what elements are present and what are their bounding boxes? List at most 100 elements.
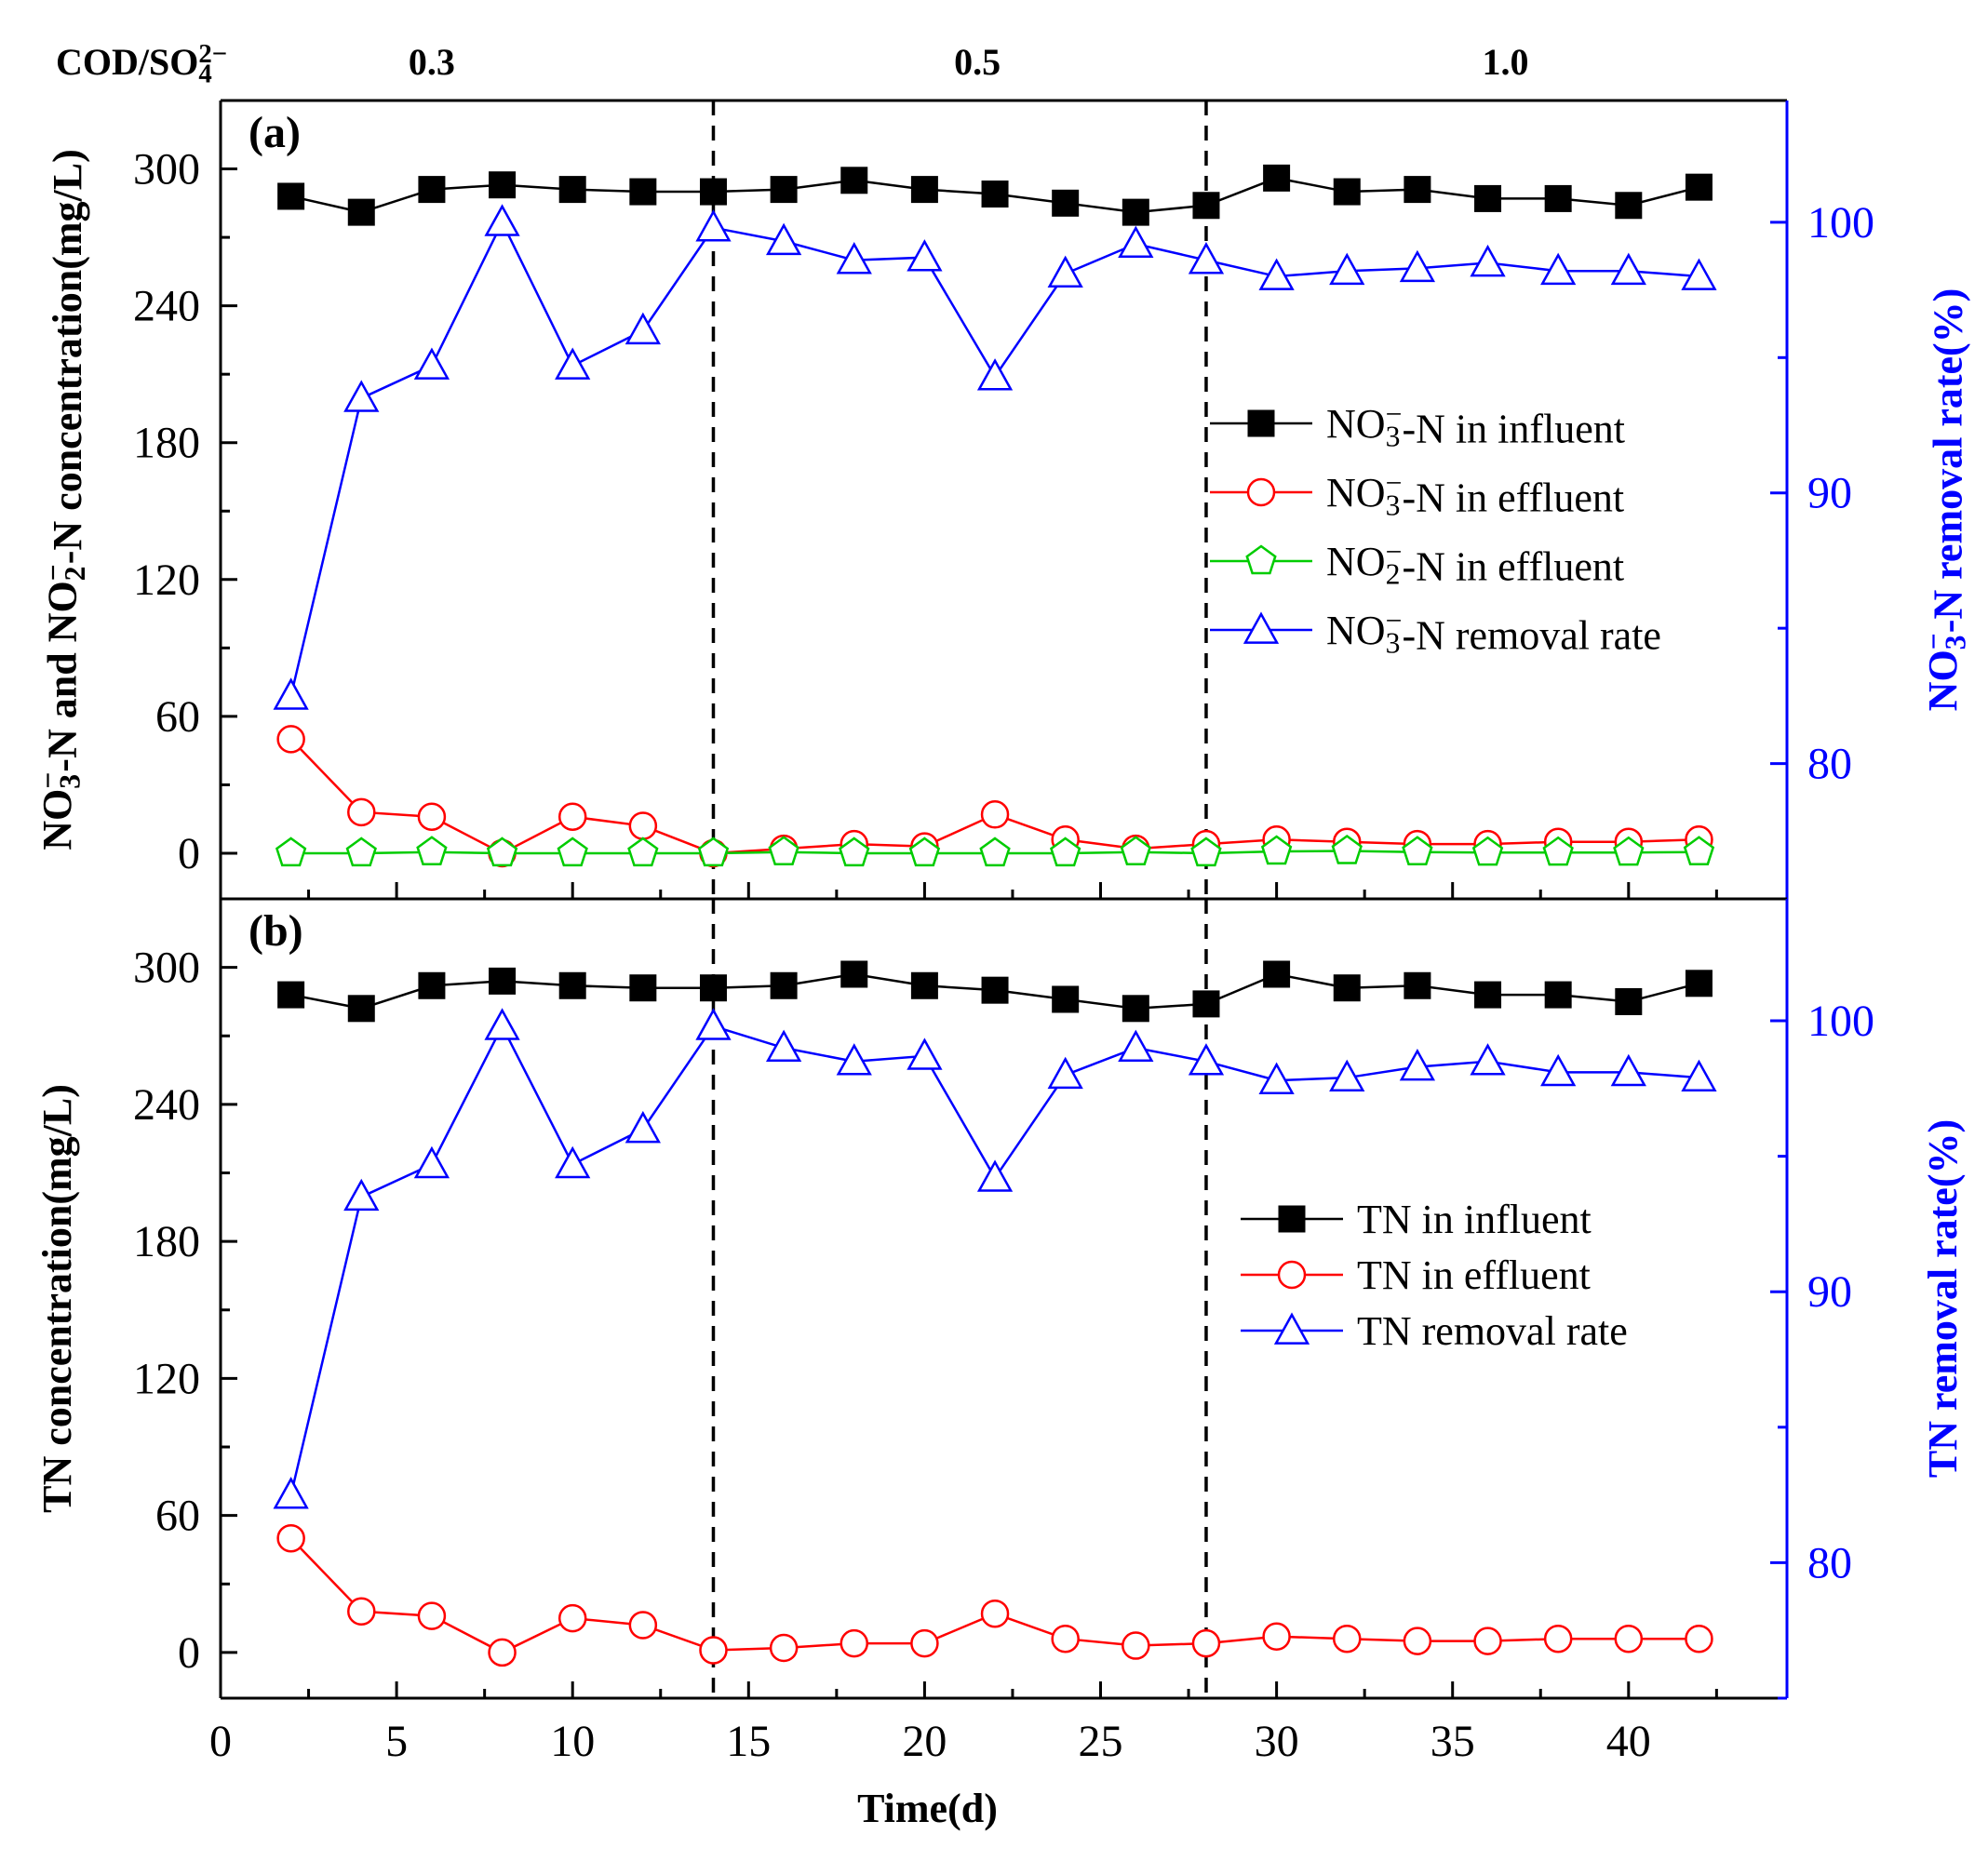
y2-axis-title-part: NO [1920,649,1966,711]
y-tick-label: 60 [155,1492,200,1541]
data-point [1122,995,1149,1023]
data-point [418,971,446,999]
data-point [1118,225,1154,258]
x-tick-label: 30 [1255,1717,1299,1766]
data-point [417,802,447,831]
x-axis-title: Time(d) [857,1786,998,1831]
data-point [1329,1059,1365,1092]
data-point [840,167,868,194]
legend-marker [1247,409,1275,437]
y2-axis-title-part: TN removal rate(%) [1920,1119,1966,1478]
data-point [1188,1043,1225,1076]
y-axis-title: NO3−-N and NO2−-N concentration(mg/L) [32,149,91,850]
data-point [980,800,1010,829]
series-2 [273,1008,1717,1509]
legend-label: TN in effluent [1357,1252,1591,1298]
data-point [1329,252,1365,286]
series-3 [273,204,1717,710]
data-point [1263,960,1291,988]
data-point [1258,258,1295,290]
data-point [1399,249,1436,283]
y2-tick-label: 90 [1807,469,1852,518]
data-point [1685,970,1713,997]
x-tick-label: 10 [550,1717,595,1766]
y-axis-title-part: TN concentration(mg/L) [34,1084,80,1513]
data-point [1192,192,1220,220]
x-tick-label: 5 [385,1717,408,1766]
data-point [484,204,520,236]
data-point [1049,837,1081,867]
data-point [627,837,659,867]
data-point [699,178,727,206]
phase-ratio-label: 0.3 [409,41,455,83]
phase-header-part: 4 [198,60,211,89]
x-tick-label: 40 [1606,1717,1651,1766]
data-point [1683,836,1715,865]
data-point [910,176,938,204]
data-point [1404,971,1431,999]
data-point [980,1599,1010,1628]
data-point [1474,981,1502,1009]
legend-label-part: − [1386,605,1403,637]
data-point [1403,1627,1432,1655]
data-point [1681,1059,1717,1092]
data-point [557,837,588,867]
y2-axis-title-part: 3 [1940,635,1972,649]
data-point [1544,184,1572,212]
legend-marker [1242,611,1280,644]
y2-tick-label: 100 [1807,198,1874,248]
data-point [1188,242,1225,274]
data-point [1260,835,1293,865]
data-point [1470,244,1506,277]
data-point [1051,1624,1080,1653]
legend-marker [1273,1312,1310,1345]
y-axis-title-part: -N concentration(mg/L) [45,149,90,564]
data-point [1118,1029,1154,1063]
data-point [417,1601,447,1630]
legend-label: NO3−-N removal rate [1326,605,1661,660]
y-axis-title-part: NO [34,789,80,850]
y-tick-label: 120 [133,1354,200,1403]
x-tick-label: 25 [1079,1717,1123,1766]
legend-label-part: − [1386,536,1403,569]
data-point [489,967,517,995]
data-point [1540,252,1577,286]
data-point [1192,990,1220,1018]
legend-label-part: 2 [1386,558,1401,591]
legend-label-part: 3 [1386,421,1401,453]
data-point [273,677,309,710]
data-point [558,971,586,999]
legend-label: TN removal rate [1357,1308,1628,1354]
data-point [839,837,870,867]
phase-ratio-label: 0.5 [954,41,1001,83]
data-point [695,209,732,242]
data-point [1331,834,1363,864]
panel-b: 0 60 120 180 240 300 80 90 100 0 5 10 15 20 25 30 35 40 (b… [34,897,1966,1766]
data-point [484,1008,520,1040]
data-point [276,1523,305,1553]
panel-label: (b) [248,906,303,956]
data-point [1615,987,1643,1015]
y2-tick-label: 100 [1807,997,1874,1046]
y2-tick-label: 80 [1807,1538,1852,1587]
data-point [343,380,380,412]
data-point [347,198,375,226]
series-1 [276,1523,1713,1667]
data-point [976,358,1014,391]
data-point [1685,173,1713,201]
y-axis-title-part: − [36,564,69,581]
legend: TN in influent TN in effluent TN removal r… [1241,1197,1628,1354]
data-point [273,1477,309,1509]
data-point [416,836,448,865]
data-point [1681,258,1717,290]
data-point [1047,1056,1083,1090]
legend-label-part: 3 [1386,627,1401,660]
phase-header-part: COD/SO [56,41,198,83]
data-point [347,1597,376,1626]
y-axis-title-part: 3 [54,774,87,789]
legend-label-part: NO [1326,539,1386,584]
legend-marker [1246,477,1276,507]
data-point [1474,184,1502,212]
phase-ratio-label: 1.0 [1482,41,1528,83]
data-point [1404,176,1431,204]
